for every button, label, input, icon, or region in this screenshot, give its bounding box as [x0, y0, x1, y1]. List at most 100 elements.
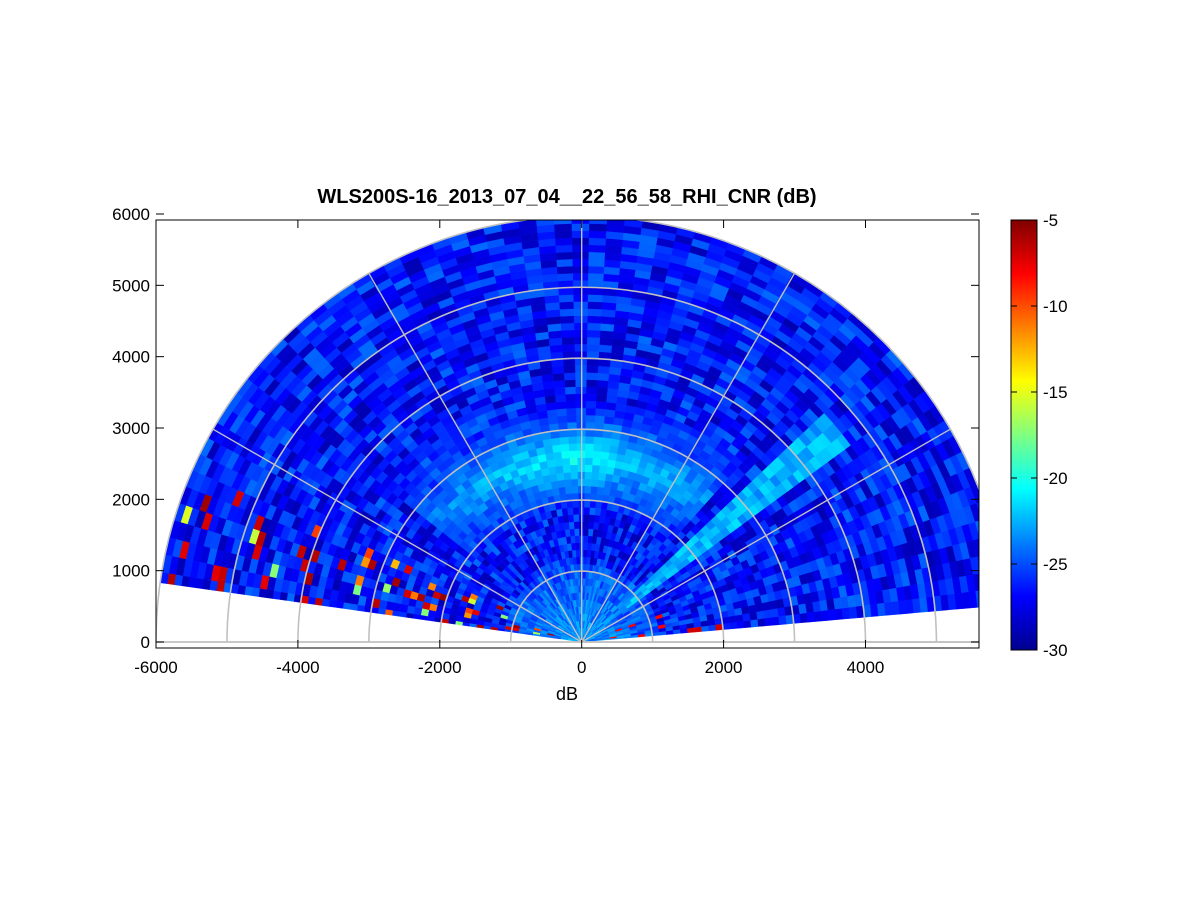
- data-cell-2176: [573, 521, 580, 529]
- data-cell-2039: [606, 220, 625, 226]
- x-tick-label-5: 4000: [847, 658, 885, 677]
- data-cell-2266: [545, 309, 561, 318]
- data-cell-2065: [584, 457, 593, 466]
- data-cell-2236: [568, 521, 575, 530]
- data-cell-2303: [555, 472, 565, 481]
- data-cell-2131: [575, 414, 586, 423]
- data-cell-2093: [588, 258, 605, 267]
- data-cell-298: [974, 520, 979, 536]
- data-cell-2056: [583, 521, 590, 529]
- data-cell-1943: [597, 472, 607, 481]
- data-cell-2074: [585, 393, 597, 402]
- data-cell-2134: [575, 393, 587, 401]
- data-cell-4174: [335, 601, 344, 609]
- data-cell-2073: [585, 400, 597, 409]
- data-cell-2202: [561, 336, 575, 345]
- data-cell-2308: [550, 437, 561, 446]
- data-cell-4168: [377, 608, 386, 615]
- data-cell-4181: [286, 593, 295, 602]
- data-cell-2025: [600, 315, 615, 325]
- data-cell-2157: [571, 230, 590, 238]
- data-cell-26: [764, 617, 773, 627]
- data-cell-4184: [265, 589, 274, 599]
- data-cell-38: [848, 606, 858, 619]
- data-cell-2022: [599, 337, 613, 346]
- data-cell-2205: [559, 315, 575, 324]
- data-cell-2006: [592, 450, 602, 459]
- data-cell-1881: [602, 487, 611, 496]
- data-cell-2001: [590, 485, 598, 495]
- data-cell-4183: [272, 590, 281, 600]
- data-cell-2188: [567, 436, 578, 445]
- data-cell-2047: [582, 585, 586, 593]
- data-cell-2024: [599, 323, 615, 332]
- data-cell-2028: [601, 294, 618, 304]
- data-cell-2251: [556, 415, 568, 424]
- data-cell-2045: [582, 599, 585, 607]
- data-cell-2095: [588, 244, 606, 253]
- data-cell-2184: [569, 464, 578, 473]
- data-cell-1946: [600, 451, 610, 460]
- data-cell-2215: [555, 244, 573, 253]
- data-cell-2083: [586, 329, 601, 338]
- data-cell-4163: [412, 613, 421, 620]
- y-tick-label-2: 2000: [112, 490, 150, 509]
- data-cell-36: [834, 607, 844, 620]
- data-cell-1979: [623, 220, 643, 228]
- data-cell-2033: [603, 259, 621, 269]
- data-cell-28: [778, 615, 787, 625]
- data-cell-1941: [596, 486, 605, 495]
- data-cell-2146: [573, 308, 588, 316]
- data-cell-2247: [559, 443, 570, 452]
- data-cell-2094: [588, 251, 606, 260]
- data-cell-1937: [593, 514, 601, 523]
- data-cell-2005: [591, 457, 601, 466]
- data-cell-2261: [549, 344, 563, 354]
- data-cell-2142: [573, 336, 588, 345]
- data-cell-2194: [564, 393, 577, 402]
- data-cell-2012: [594, 408, 606, 417]
- data-cell-2216: [554, 237, 573, 246]
- data-cell-2154: [571, 251, 589, 260]
- data-cell-2152: [572, 265, 589, 274]
- data-cell-2256: [553, 379, 566, 389]
- data-cell-2013: [595, 400, 607, 410]
- data-cell-2063: [584, 471, 593, 480]
- data-cell-1994: [587, 535, 593, 544]
- data-cell-2077: [586, 372, 598, 381]
- data-cell-83: [742, 612, 751, 622]
- data-cell-2206: [559, 308, 574, 317]
- data-cell-25: [757, 617, 766, 627]
- data-cell-1995: [587, 528, 594, 537]
- data-cell-4173: [342, 602, 351, 610]
- data-cell-2026: [600, 308, 616, 318]
- data-cell-2207: [558, 301, 574, 310]
- data-cell-2258: [551, 365, 565, 375]
- data-cell-2076: [585, 379, 598, 388]
- data-cell-2305: [553, 458, 563, 467]
- data-cell-1998: [589, 507, 596, 516]
- x-tick-label-0: -6000: [134, 658, 177, 677]
- data-cell-2241: [564, 486, 573, 495]
- data-cell-2062: [584, 478, 592, 487]
- data-cell-2149: [572, 287, 589, 295]
- data-cell-2137: [574, 372, 587, 380]
- data-cell-2071: [585, 414, 596, 423]
- data-cell-84: [749, 611, 758, 621]
- data-cell-32: [806, 611, 816, 623]
- x-axis-label: dB: [556, 684, 578, 704]
- data-cell-2068: [584, 436, 595, 444]
- data-cell-2156: [571, 237, 589, 246]
- data-cell-2051: [582, 556, 587, 565]
- data-cell-2050: [582, 563, 587, 572]
- data-cell-1944: [598, 465, 608, 474]
- data-cell-2191: [566, 414, 577, 423]
- y-tick-label-0: 0: [141, 633, 150, 652]
- data-cell-22: [736, 620, 745, 629]
- colorbar-tick-label-3: -20: [1043, 469, 1068, 488]
- data-cell-2055: [583, 528, 589, 537]
- data-cell-2180: [571, 492, 579, 501]
- data-cell-2219: [553, 220, 572, 225]
- data-cell-2097: [588, 230, 607, 239]
- colorbar-tick-label-4: -25: [1043, 555, 1068, 574]
